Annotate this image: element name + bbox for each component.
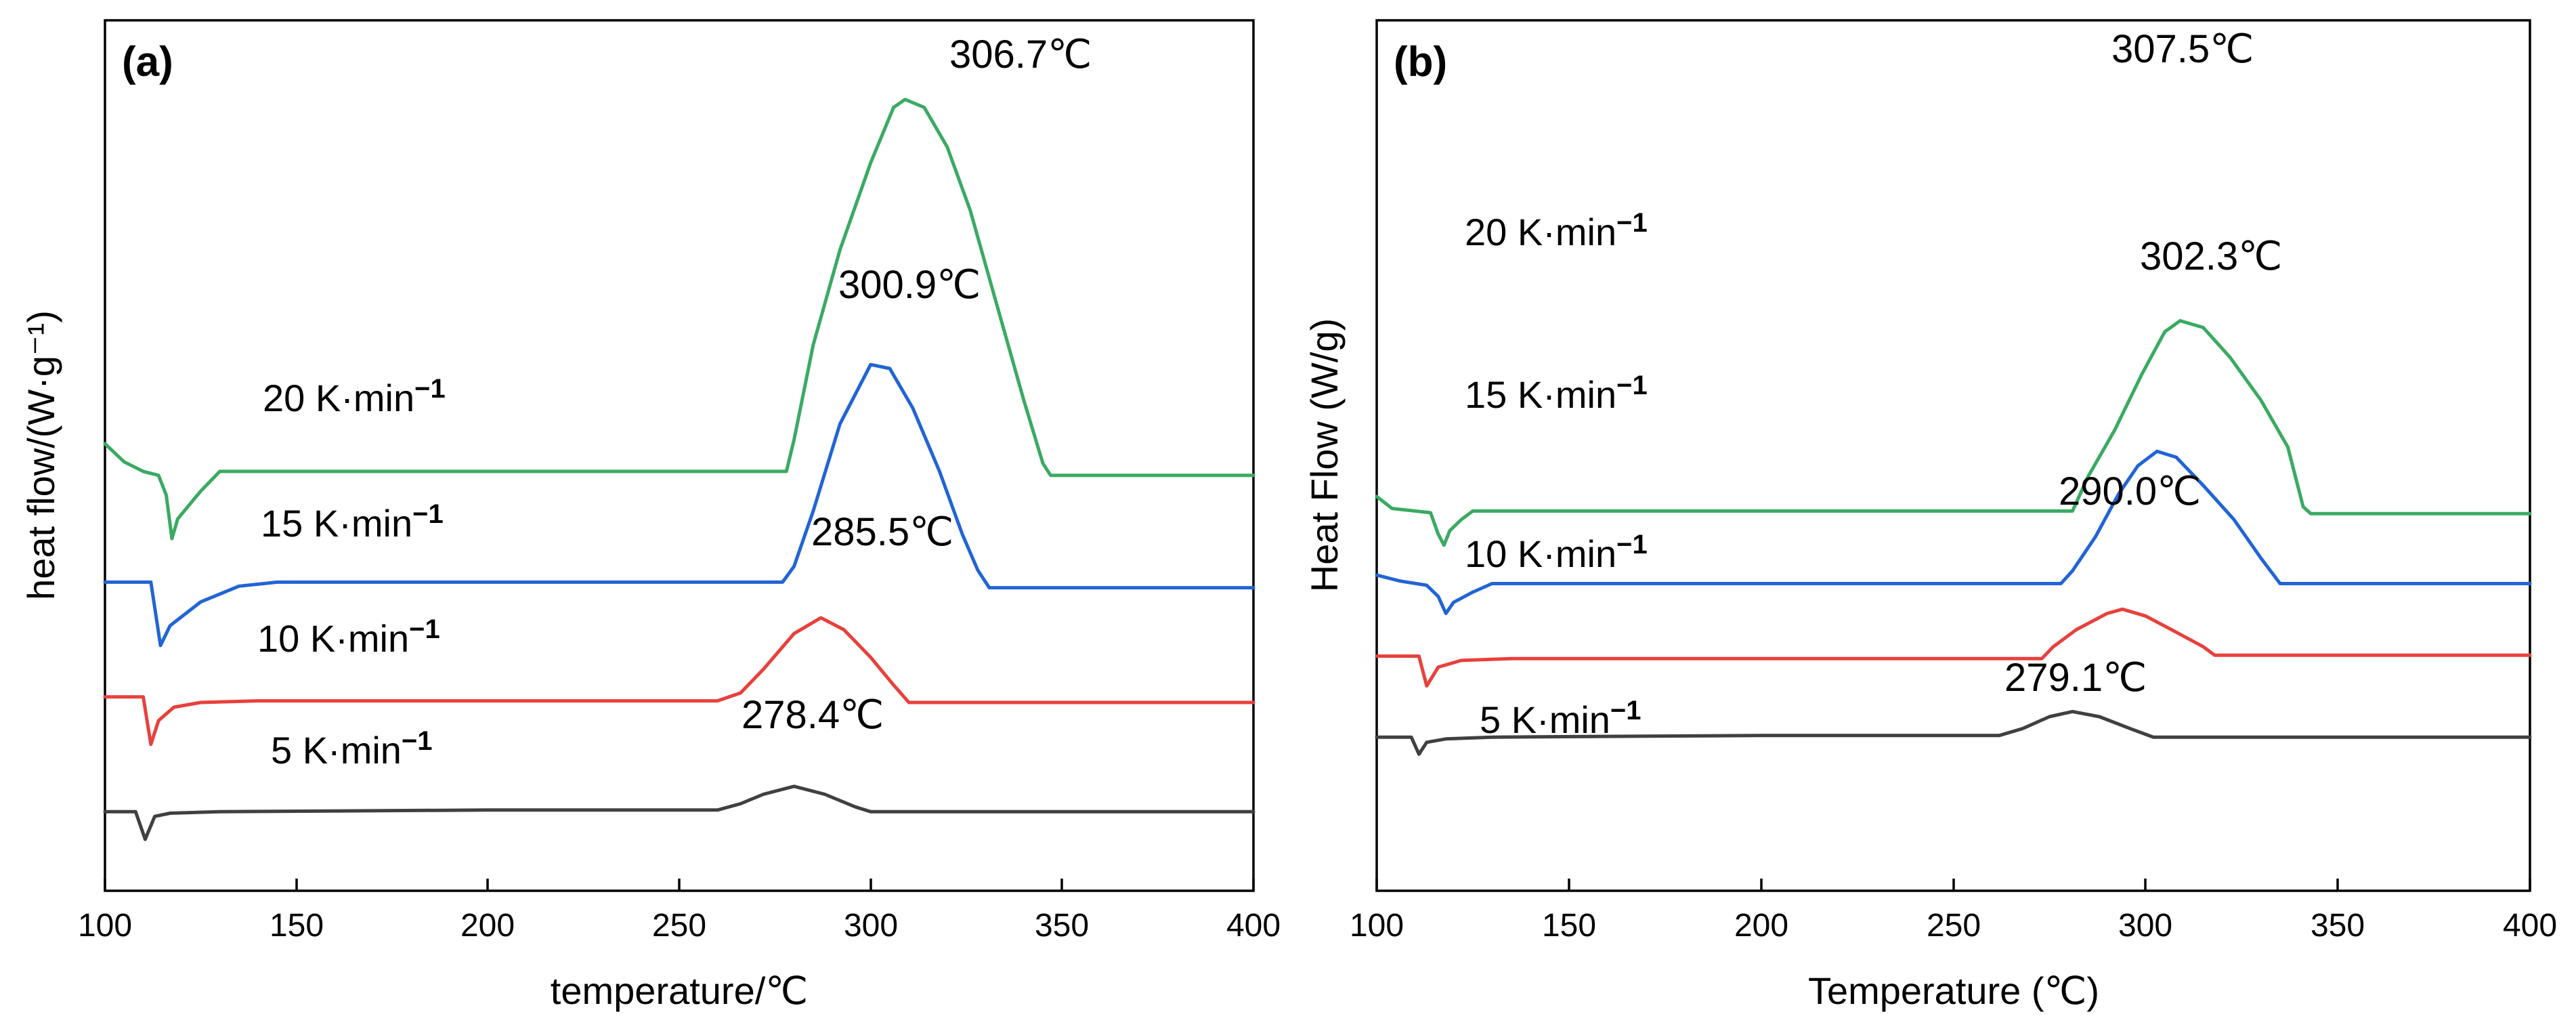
series-line-b-5k xyxy=(1375,709,2532,756)
peak-label-a-20k: 306.7℃ xyxy=(949,33,1092,77)
y-axis-label-a: heat flow/(W·g⁻¹) xyxy=(20,310,62,600)
series-line-a-15k xyxy=(103,362,1255,648)
series-label-b-5k: 5 K·min−1 xyxy=(1480,696,1641,741)
peak-label-a-10k: 285.5℃ xyxy=(811,510,953,554)
peak-label-b-5k: 279.1℃ xyxy=(2004,656,2147,700)
peak-label-b-10k: 290.0℃ xyxy=(2059,469,2201,513)
series-label-b-15k: 15 K·min−1 xyxy=(1465,371,1648,416)
series-line-a-10k xyxy=(103,616,1255,746)
series-line-a-5k xyxy=(103,784,1255,841)
x-tick-label-b-3: 250 xyxy=(1927,908,1981,944)
x-tick-label-b-2: 200 xyxy=(1734,908,1788,944)
peak-label-b-15k: 302.3℃ xyxy=(2140,234,2282,278)
panel-label-a: (a) xyxy=(122,39,173,85)
series-label-b-20k: 20 K·min−1 xyxy=(1465,208,1648,253)
x-tick-label-a-4: 300 xyxy=(844,908,898,944)
x-tick-label-b-0: 100 xyxy=(1350,908,1404,944)
x-tick-label-b-4: 300 xyxy=(2118,908,2172,944)
x-tick-label-b-5: 350 xyxy=(2311,908,2365,944)
peak-label-b-20k: 307.5℃ xyxy=(2111,27,2254,71)
x-tick-label-b-1: 150 xyxy=(1542,908,1596,944)
series-label-a-15k: 15 K·min−1 xyxy=(261,499,444,545)
series-label-a-10k: 10 K·min−1 xyxy=(257,614,440,660)
series-label-a-20k: 20 K·min−1 xyxy=(263,374,446,419)
x-tick-label-a-3: 250 xyxy=(652,908,706,944)
x-axis-label-a: temperature/℃ xyxy=(551,969,808,1012)
series-label-a-5k: 5 K·min−1 xyxy=(271,726,433,772)
series-line-b-10k xyxy=(1375,607,2532,688)
series-line-a-20k xyxy=(103,98,1255,541)
x-tick-label-a-1: 150 xyxy=(270,908,324,944)
peak-label-a-5k: 278.4℃ xyxy=(742,693,884,737)
x-tick-label-a-2: 200 xyxy=(460,908,515,944)
x-tick-label-b-6: 400 xyxy=(2503,908,2557,944)
x-axis-label-b: Temperature (℃) xyxy=(1808,969,2099,1012)
panel-b: 100 150 200 250 300 350 400 Temperature … xyxy=(1303,19,2557,1012)
plot-frame-b xyxy=(1375,19,2531,892)
peak-label-a-15k: 300.9℃ xyxy=(838,263,981,307)
x-tick-label-a-6: 400 xyxy=(1226,908,1281,944)
panel-label-b: (b) xyxy=(1394,39,1447,85)
panel-a: 100 150 200 250 300 350 400 temperature/… xyxy=(20,19,1281,1012)
series-label-b-10k: 10 K·min−1 xyxy=(1465,530,1648,575)
series-line-b-20k xyxy=(1375,319,2532,547)
series-line-b-15k xyxy=(1375,449,2532,616)
x-tick-label-a-0: 100 xyxy=(78,908,132,944)
x-tick-label-a-5: 350 xyxy=(1035,908,1089,944)
y-axis-label-b: Heat Flow (W/g) xyxy=(1303,318,1346,593)
